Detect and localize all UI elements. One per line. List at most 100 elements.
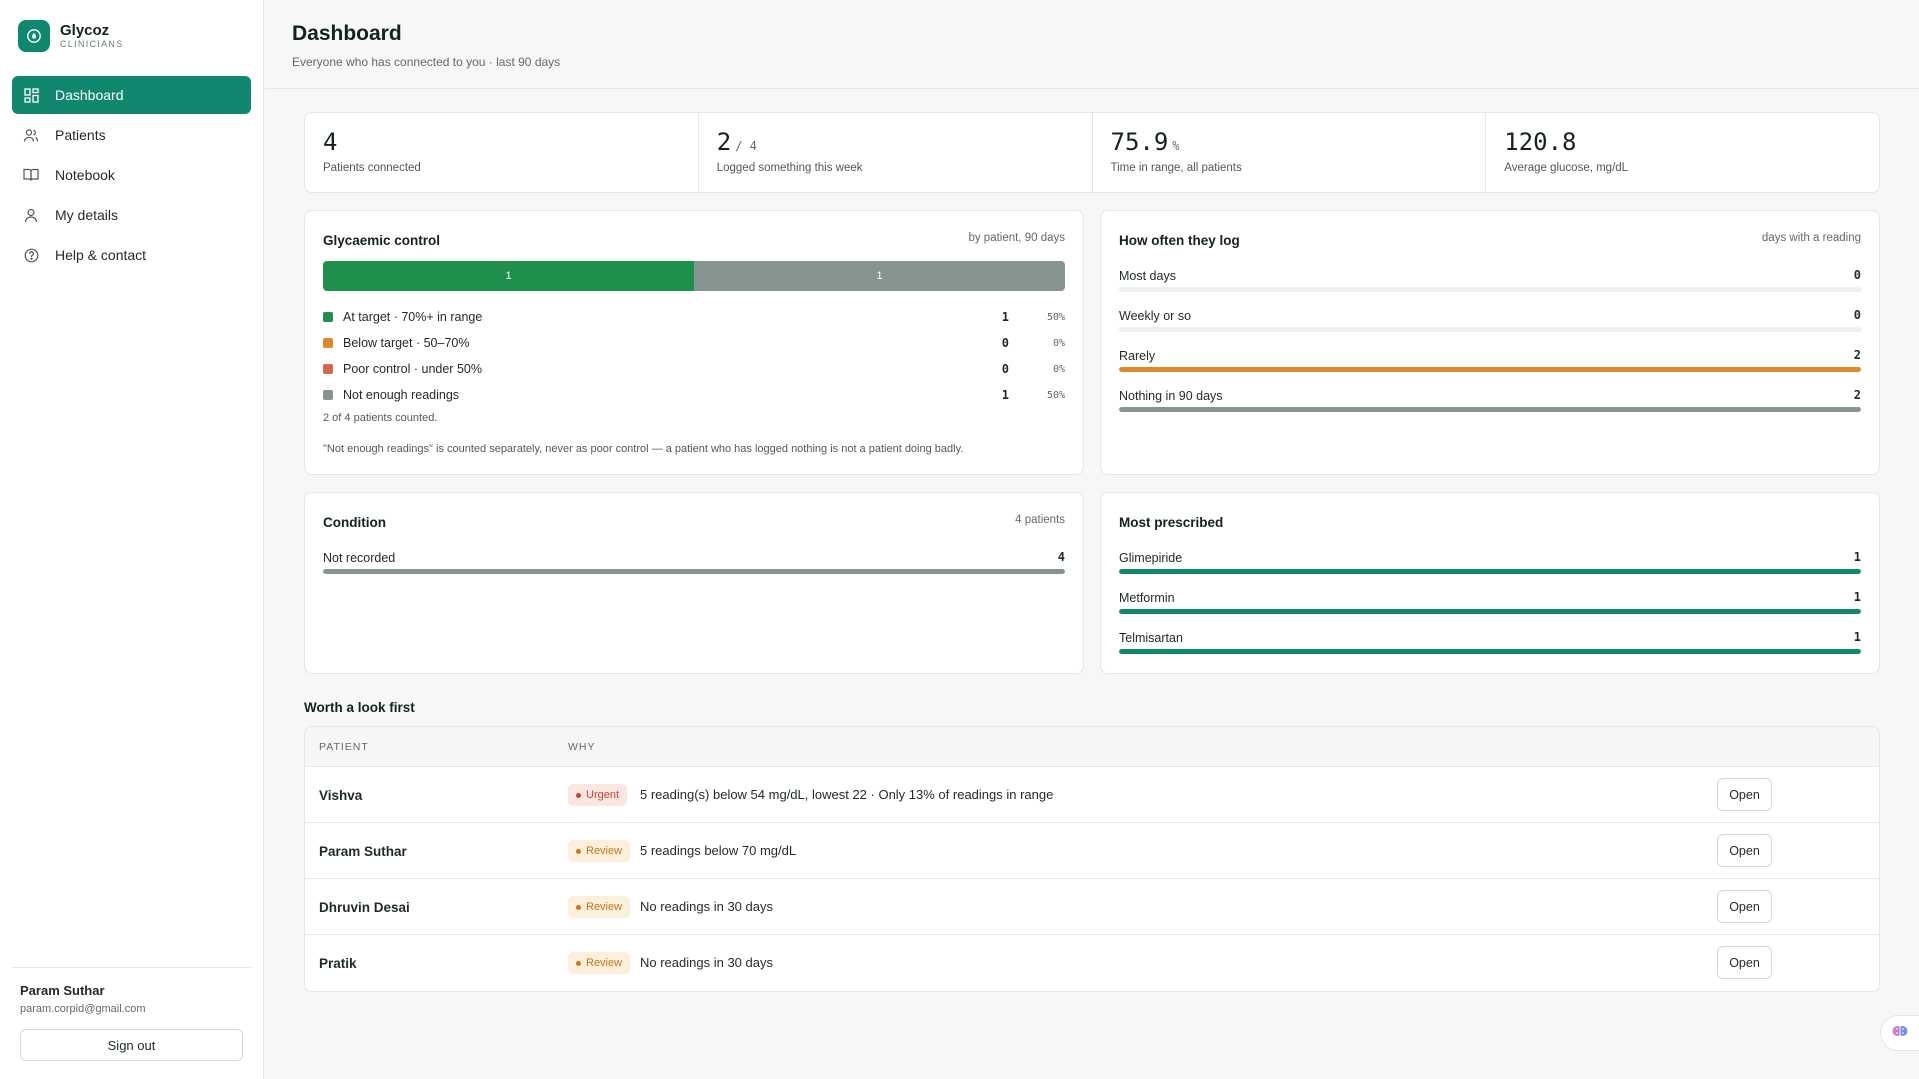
row-value: 1	[1853, 590, 1861, 604]
row-fill	[1119, 407, 1861, 412]
sidebar-nav: Dashboard Patients Notebook My details H…	[12, 76, 251, 276]
prescribed-list: Glimepiride 1 Metformin 1 Telmisartan 1	[1119, 543, 1861, 663]
sign-out-button[interactable]: Sign out	[20, 1029, 243, 1061]
dashboard-icon	[22, 86, 40, 104]
column-header-why: WHY	[568, 741, 596, 753]
log-frequency-card: How often they log days with a reading M…	[1100, 210, 1880, 475]
status-badge: Urgent	[568, 784, 628, 806]
legend-swatch	[323, 338, 333, 348]
legend-count: 0	[1001, 362, 1009, 376]
prescribed-row: Metformin 1	[1119, 583, 1861, 623]
frequency-row: Most days 0	[1119, 261, 1861, 301]
card-note: by patient, 90 days	[968, 232, 1065, 244]
row-label: Nothing in 90 days	[1119, 389, 1223, 403]
row-fill	[1119, 649, 1861, 654]
sidebar-item-label: Patients	[55, 127, 106, 143]
brand[interactable]: Glycoz CLINICIANS	[18, 20, 124, 52]
row-track	[1119, 407, 1861, 412]
prescribed-row: Glimepiride 1	[1119, 543, 1861, 583]
brand-name: Glycoz	[60, 21, 110, 39]
page-subtitle: Everyone who has connected to you · last…	[292, 55, 561, 69]
reason-text: 5 reading(s) below 54 mg/dL, lowest 22 ·…	[640, 787, 1054, 802]
stat-label: Average glucose, mg/dL	[1504, 162, 1629, 174]
row-track	[1119, 327, 1861, 332]
table-row[interactable]: Param Suthar Review 5 readings below 70 …	[305, 823, 1879, 879]
stat-logged-this-week: 2/ 4 Logged something this week	[699, 113, 1093, 192]
table-row[interactable]: Pratik Review No readings in 30 days Ope…	[305, 935, 1879, 991]
sidebar: Glycoz CLINICIANS Dashboard Patients Not…	[0, 0, 264, 1079]
sidebar-item-my-details[interactable]: My details	[12, 196, 251, 234]
row-track	[1119, 569, 1861, 574]
worth-a-look-title: Worth a look first	[304, 700, 415, 715]
row-value: 0	[1853, 268, 1861, 282]
open-patient-button[interactable]: Open	[1717, 946, 1772, 979]
open-patient-button[interactable]: Open	[1717, 778, 1772, 811]
row-label: Not recorded	[323, 551, 396, 565]
stats-strip: 4 Patients connected 2/ 4 Logged somethi…	[304, 112, 1880, 193]
table-row[interactable]: Dhruvin Desai Review No readings in 30 d…	[305, 879, 1879, 935]
row-value: 2	[1853, 388, 1861, 402]
status-badge: Review	[568, 840, 631, 862]
row-track	[1119, 649, 1861, 654]
sidebar-item-notebook[interactable]: Notebook	[12, 156, 251, 194]
legend-label: Poor control · under 50%	[343, 362, 482, 376]
card-note: days with a reading	[1761, 232, 1861, 244]
sidebar-item-patients[interactable]: Patients	[12, 116, 251, 154]
glycaemic-footnote: "Not enough readings" is counted separat…	[323, 443, 964, 455]
stat-value: 120.8	[1504, 128, 1577, 156]
stat-value: 2	[716, 128, 732, 156]
row-track	[1119, 367, 1861, 372]
status-badge: Review	[568, 896, 631, 918]
legend-percent: 0%	[1052, 337, 1065, 349]
open-patient-button[interactable]: Open	[1717, 890, 1772, 923]
row-value: 0	[1853, 308, 1861, 322]
row-track	[1119, 287, 1861, 292]
glycaemic-stacked-bar: 1 1	[323, 261, 1065, 291]
row-fill	[1119, 367, 1861, 372]
row-label: Rarely	[1119, 349, 1156, 363]
stat-label: Patients connected	[323, 162, 421, 174]
patient-name: Pratik	[319, 956, 357, 971]
reason-text: No readings in 30 days	[640, 899, 773, 914]
user-icon	[22, 206, 40, 224]
most-prescribed-card: Most prescribed Glimepiride 1 Metformin …	[1100, 492, 1880, 674]
patient-name: Param Suthar	[319, 844, 407, 859]
brain-icon	[1891, 1022, 1909, 1045]
table-row[interactable]: Vishva Urgent 5 reading(s) below 54 mg/d…	[305, 767, 1879, 823]
legend-swatch	[323, 312, 333, 322]
condition-list: Not recorded 4	[323, 543, 1065, 583]
book-icon	[22, 166, 40, 184]
legend-count: 1	[1001, 310, 1009, 324]
open-patient-button[interactable]: Open	[1717, 834, 1772, 867]
legend-row: Below target · 50–70% 0 0%	[323, 330, 1065, 356]
status-badge: Review	[568, 952, 631, 974]
row-track	[323, 569, 1065, 574]
condition-card: Condition 4 patients Not recorded 4	[304, 492, 1084, 674]
legend-row: At target · 70%+ in range 1 50%	[323, 304, 1065, 330]
worth-a-look-table: PATIENT WHY Vishva Urgent 5 reading(s) b…	[304, 726, 1880, 992]
row-label: Weekly or so	[1119, 309, 1192, 323]
row-value: 4	[1057, 550, 1065, 564]
sidebar-item-dashboard[interactable]: Dashboard	[12, 76, 251, 114]
glycaemic-control-card: Glycaemic control by patient, 90 days 1 …	[304, 210, 1084, 475]
help-icon	[22, 246, 40, 264]
patient-name: Dhruvin Desai	[319, 900, 410, 915]
legend-percent: 0%	[1052, 363, 1065, 375]
sidebar-item-label: My details	[55, 207, 119, 223]
column-header-patient: PATIENT	[319, 741, 369, 753]
row-fill	[1119, 569, 1861, 574]
legend-percent: 50%	[1046, 389, 1065, 401]
row-value: 2	[1853, 348, 1861, 362]
user-name: Param Suthar	[20, 983, 105, 998]
sidebar-item-help[interactable]: Help & contact	[12, 236, 251, 274]
assistant-launcher-button[interactable]	[1880, 1015, 1919, 1051]
row-fill	[1119, 609, 1861, 614]
reason-text: 5 readings below 70 mg/dL	[640, 843, 797, 858]
brand-subtitle: CLINICIANS	[60, 38, 124, 49]
row-label: Metformin	[1119, 591, 1175, 605]
drop-logo-icon	[18, 20, 50, 52]
stat-suffix: %	[1172, 139, 1180, 153]
legend-label: Below target · 50–70%	[343, 336, 470, 350]
row-value: 1	[1853, 630, 1861, 644]
legend-label: Not enough readings	[343, 388, 460, 402]
